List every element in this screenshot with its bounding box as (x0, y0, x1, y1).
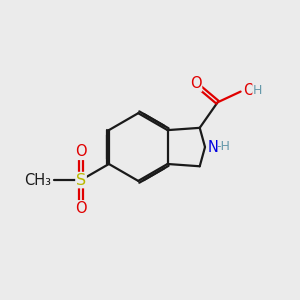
Text: H: H (253, 84, 262, 97)
Text: O: O (75, 201, 87, 216)
Text: O: O (75, 144, 87, 159)
Text: S: S (76, 172, 86, 188)
Text: O: O (244, 82, 255, 98)
Text: -H: -H (216, 140, 230, 153)
Text: O: O (190, 76, 202, 91)
Text: N: N (207, 140, 218, 154)
Text: CH₃: CH₃ (24, 172, 51, 188)
